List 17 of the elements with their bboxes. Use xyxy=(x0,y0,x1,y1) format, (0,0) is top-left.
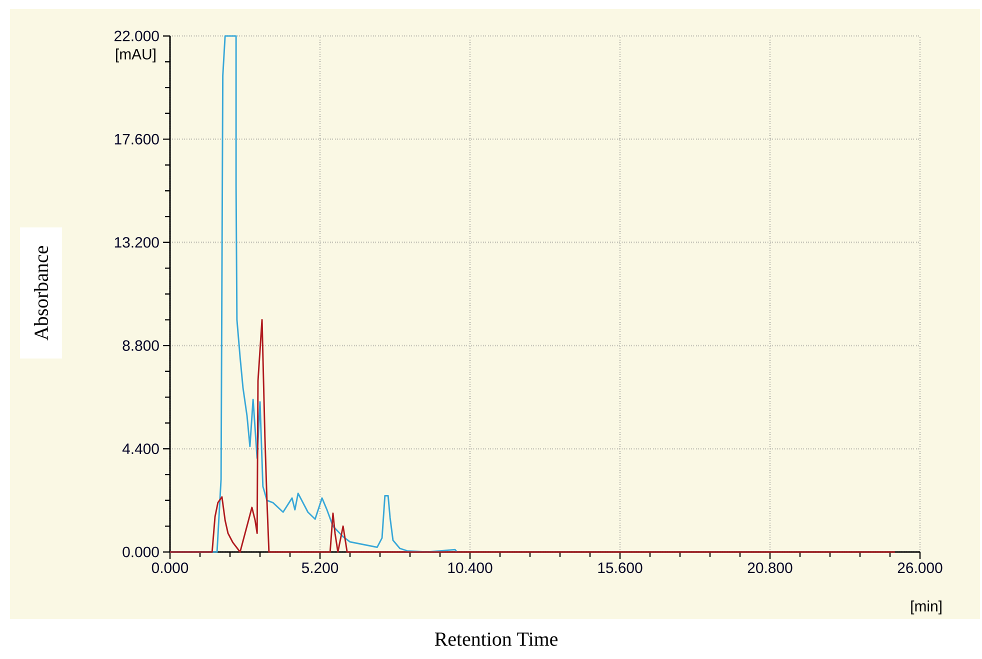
y-tick-label: 13.200 xyxy=(114,237,159,248)
y-axis-title: Absorbance xyxy=(34,246,48,340)
text: [min] xyxy=(911,600,942,614)
y-tick-label: 17.600 xyxy=(114,134,159,144)
x-axis-title: Retention Time xyxy=(434,632,558,646)
text: [mAU] xyxy=(116,48,156,62)
x-tick-label: 26.000 xyxy=(898,562,942,574)
y-tick-label: 4.400 xyxy=(122,443,159,454)
x-tick-label: 5.200 xyxy=(302,562,338,574)
y-tick-label: 8.800 xyxy=(122,340,159,351)
line-series xyxy=(169,319,896,553)
x-tick-label: 20.800 xyxy=(748,562,792,574)
y-tick-label: 22.000 xyxy=(114,30,159,42)
x-tick-label: 15.600 xyxy=(598,562,642,574)
x-tick-label: 0.000 xyxy=(152,562,188,574)
x-tick-label: 10.400 xyxy=(448,562,492,574)
y-tick-label: 0.000 xyxy=(122,546,159,558)
